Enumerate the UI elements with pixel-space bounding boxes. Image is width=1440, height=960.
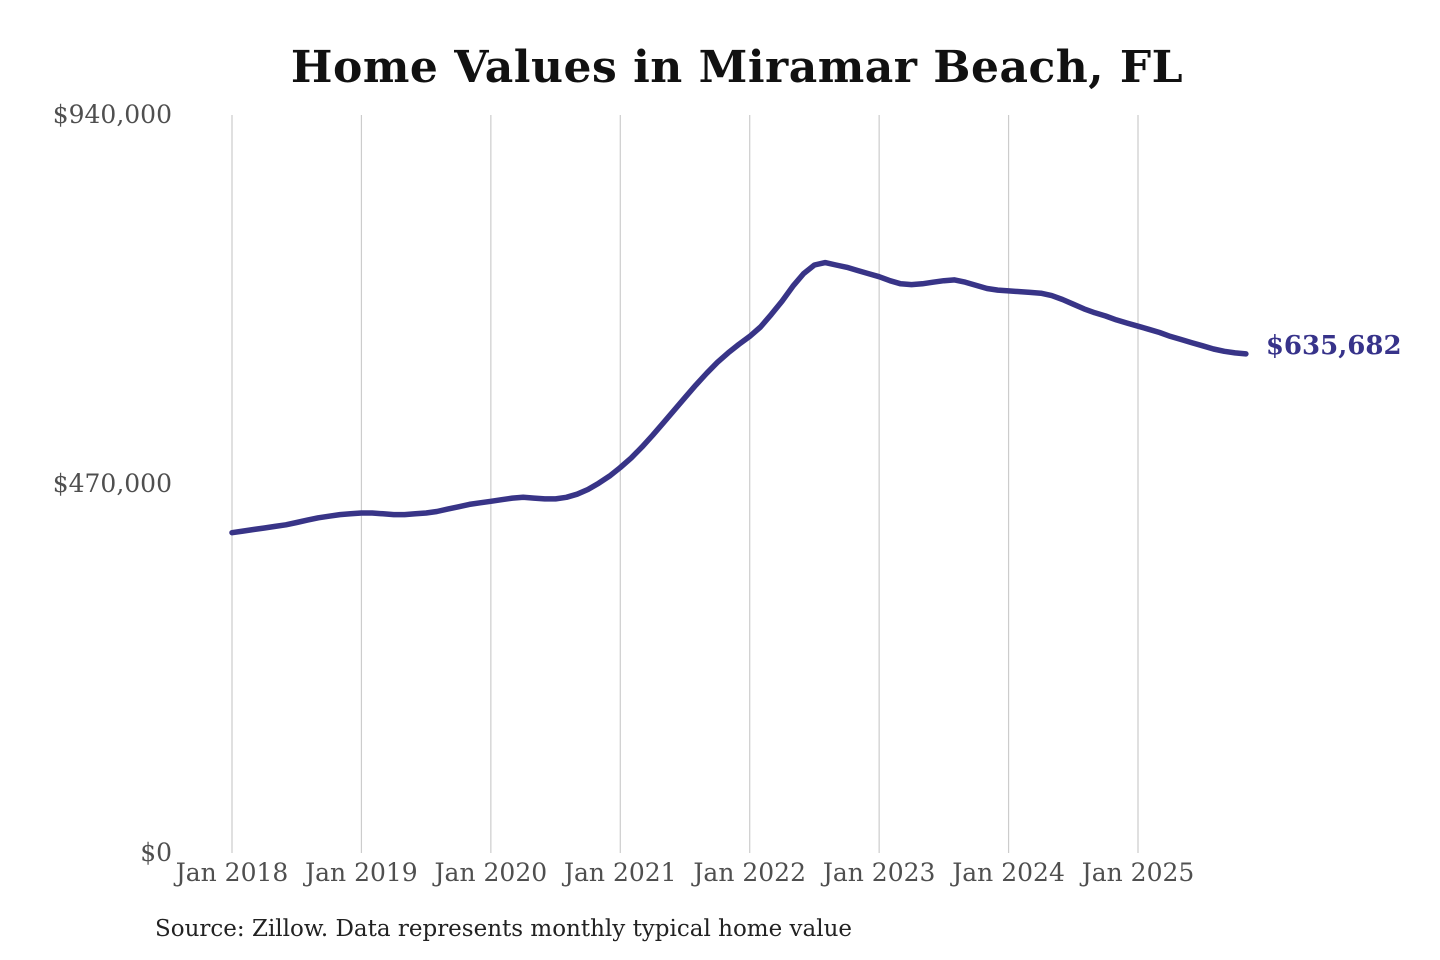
x-tick-label: Jan 2024 [952, 858, 1065, 887]
x-tick-label: Jan 2023 [822, 858, 936, 887]
y-tick-label: $0 [140, 838, 172, 867]
x-tick-label: Jan 2019 [305, 858, 418, 887]
x-tick-label: Jan 2021 [563, 858, 677, 887]
y-tick-label: $940,000 [52, 100, 172, 129]
latest-value-label: $635,682 [1265, 330, 1402, 361]
vertical-gridlines [231, 115, 1139, 853]
home-value-line [229, 259, 1249, 536]
x-tick-label: Jan 2022 [693, 858, 806, 887]
x-tick-label: Jan 2025 [1081, 858, 1195, 887]
chart-title: Home Values in Miramar Beach, FL [290, 42, 1184, 93]
y-tick-label: $470,000 [52, 469, 172, 498]
source-note: Source: Zillow. Data represents monthly … [155, 916, 853, 942]
x-tick-label: Jan 2020 [434, 858, 548, 887]
x-tick-label: Jan 2018 [175, 858, 289, 887]
